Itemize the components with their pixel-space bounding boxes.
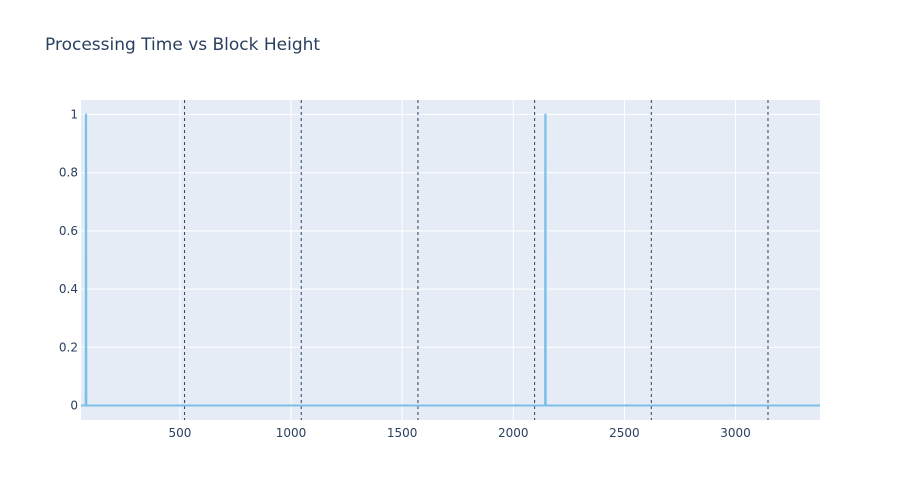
y-tick-label: 0 xyxy=(70,398,78,412)
vertical-reference-lines xyxy=(184,100,769,420)
x-axis-ticks: 500 1000 1500 2000 2500 3000 xyxy=(168,426,750,440)
series-line xyxy=(81,113,820,407)
x-tick-label: 3000 xyxy=(720,426,751,440)
series-group xyxy=(81,113,820,407)
chart-title: Processing Time vs Block Height xyxy=(45,35,320,55)
grid-lines xyxy=(81,100,820,420)
x-tick-label: 1000 xyxy=(276,426,307,440)
y-tick-label: 0.2 xyxy=(59,340,78,354)
y-axis-ticks: 0 0.2 0.4 0.6 0.8 1 xyxy=(59,108,78,413)
y-tick-label: 0.8 xyxy=(59,166,78,180)
y-tick-label: 1 xyxy=(70,108,78,122)
x-tick-label: 1500 xyxy=(387,426,418,440)
y-tick-label: 0.6 xyxy=(59,224,78,238)
y-tick-label: 0.4 xyxy=(59,282,78,296)
x-tick-label: 2500 xyxy=(609,426,640,440)
x-tick-label: 2000 xyxy=(498,426,529,440)
plot-area xyxy=(81,100,820,420)
x-tick-label: 500 xyxy=(168,426,191,440)
